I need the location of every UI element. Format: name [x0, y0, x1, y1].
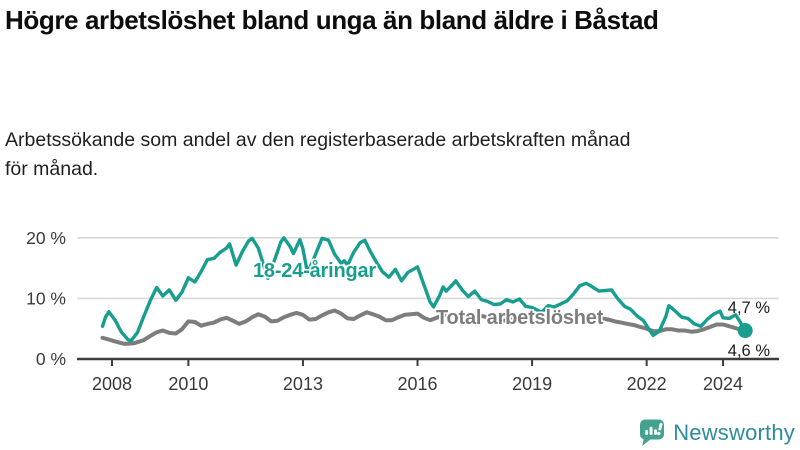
- chart-subtitle: Arbetssökande som andel av den registerb…: [5, 129, 631, 180]
- x-tick-label: 2016: [397, 374, 437, 394]
- x-tick-label: 2008: [92, 374, 132, 394]
- end-value-18-24: 4,7 %: [727, 299, 770, 317]
- x-tick-label: 2019: [512, 374, 552, 394]
- x-tick-label: 2022: [627, 374, 667, 394]
- newsworthy-logo[interactable]: Newsworthy: [638, 418, 795, 447]
- y-tick-label: 0 %: [36, 349, 66, 369]
- end-point-dot: [737, 323, 753, 339]
- x-tick-label: 2013: [283, 374, 323, 394]
- newsworthy-icon: [640, 419, 665, 446]
- x-tick-label: 2024: [703, 374, 743, 394]
- page-title: Högre arbetslöshet bland unga än bland ä…: [5, 5, 659, 35]
- x-tick-label: 2010: [168, 374, 208, 394]
- series-line-18-24: [100, 236, 747, 343]
- series-label-18-24: 18-24-åringar: [253, 260, 377, 282]
- y-tick-label: 20 %: [26, 228, 66, 248]
- series-label-total: Total arbetslöshet: [436, 307, 604, 329]
- y-tick-label: 10 %: [26, 288, 66, 308]
- newsworthy-wordmark: Newsworthy: [673, 419, 795, 445]
- series-line-total: [100, 308, 748, 346]
- end-value-total: 4,6 %: [727, 342, 770, 360]
